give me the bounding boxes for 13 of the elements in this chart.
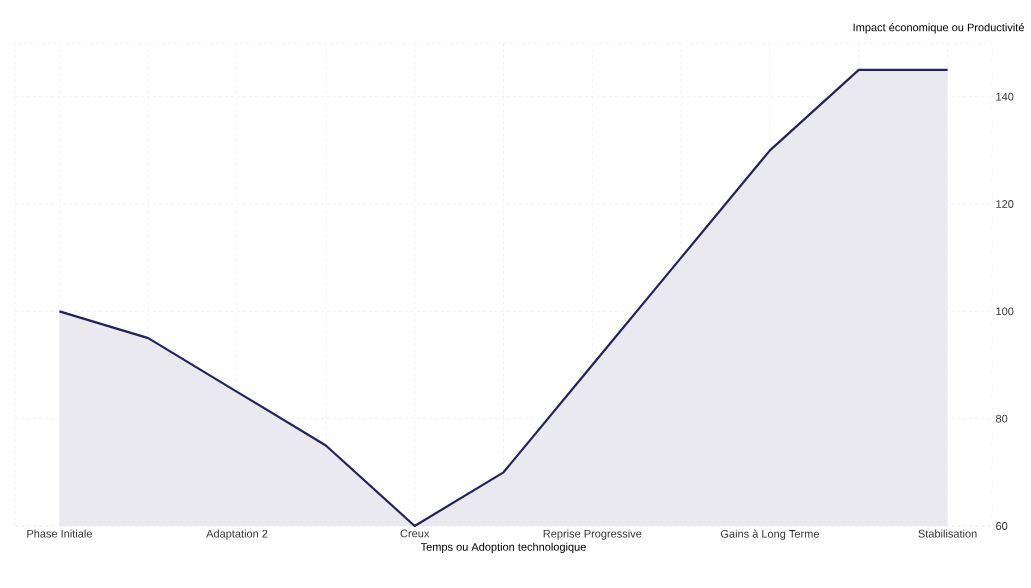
y-tick-label: 60 bbox=[996, 522, 1008, 530]
x-tick-label: Stabilisation bbox=[918, 529, 977, 538]
y-tick-label: 80 bbox=[996, 414, 1008, 423]
y-axis-title: Impact économique ou Productivité bbox=[853, 23, 1024, 34]
y-tick-label: 100 bbox=[996, 307, 1014, 316]
x-tick-label: Phase Initiale bbox=[27, 529, 92, 538]
x-axis-title: Temps ou Adoption technologique bbox=[420, 542, 586, 554]
y-tick-label: 120 bbox=[996, 200, 1014, 208]
y-tick-label: 140 bbox=[996, 92, 1014, 101]
x-tick-label: Reprise Progressive bbox=[543, 529, 642, 540]
x-tick-label: Creux bbox=[400, 529, 430, 538]
x-tick-label: Adaptation 2 bbox=[206, 529, 268, 540]
x-tick-label: Gains à Long Terme bbox=[720, 529, 819, 540]
